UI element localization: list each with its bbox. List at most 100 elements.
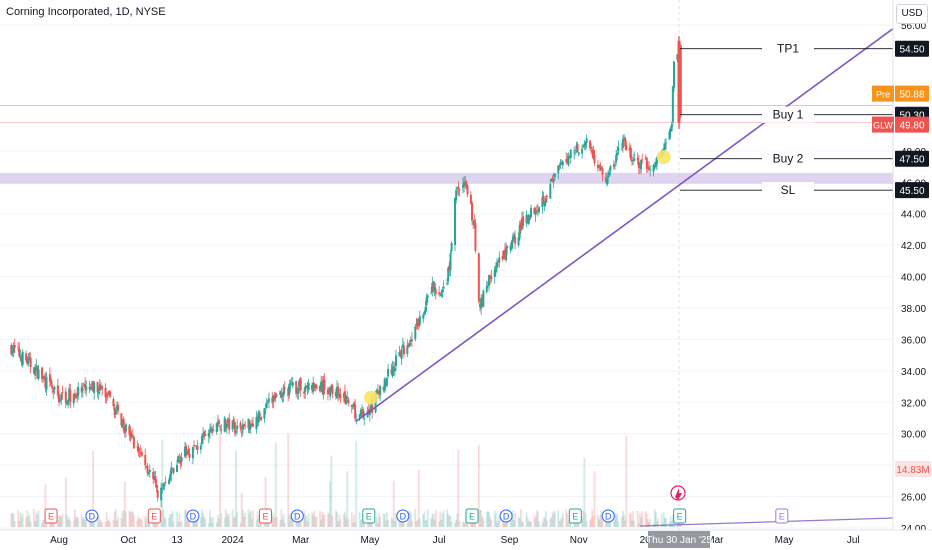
candle[interactable]: [482, 290, 485, 307]
candle[interactable]: [560, 164, 563, 165]
candle[interactable]: [509, 245, 512, 250]
candle[interactable]: [107, 390, 110, 395]
candle[interactable]: [99, 385, 102, 389]
support-zone[interactable]: [0, 172, 893, 184]
candle[interactable]: [392, 366, 395, 370]
candle[interactable]: [225, 424, 228, 428]
candle[interactable]: [40, 367, 43, 379]
candle[interactable]: [53, 386, 56, 390]
candle[interactable]: [415, 323, 418, 326]
candle[interactable]: [215, 423, 218, 433]
candle[interactable]: [374, 396, 377, 413]
candle[interactable]: [637, 161, 640, 168]
candle[interactable]: [387, 368, 390, 377]
candle[interactable]: [295, 381, 298, 394]
candle[interactable]: [573, 151, 576, 153]
candle[interactable]: [511, 236, 514, 243]
candle[interactable]: [345, 396, 348, 405]
candle[interactable]: [424, 307, 427, 313]
candle[interactable]: [191, 447, 194, 459]
candle[interactable]: [502, 250, 505, 259]
candle[interactable]: [457, 186, 460, 189]
candle[interactable]: [283, 387, 286, 389]
candle[interactable]: [233, 421, 236, 433]
candle[interactable]: [52, 390, 55, 392]
candle[interactable]: [360, 410, 363, 413]
candle[interactable]: [195, 446, 198, 448]
candle[interactable]: [625, 145, 628, 150]
candle[interactable]: [10, 344, 13, 355]
candle[interactable]: [153, 478, 156, 481]
candle[interactable]: [212, 430, 215, 432]
candle[interactable]: [45, 376, 48, 390]
candle[interactable]: [136, 446, 139, 448]
candle[interactable]: [187, 449, 190, 455]
candle[interactable]: [417, 321, 420, 327]
candle[interactable]: [113, 408, 116, 416]
candle[interactable]: [279, 390, 282, 396]
candle[interactable]: [257, 411, 260, 423]
candle[interactable]: [433, 287, 436, 291]
candle[interactable]: [109, 391, 112, 398]
candle[interactable]: [131, 434, 134, 436]
candle[interactable]: [536, 210, 539, 212]
candle[interactable]: [519, 222, 522, 230]
candle[interactable]: [160, 487, 163, 501]
candle[interactable]: [196, 445, 199, 450]
candle[interactable]: [258, 413, 261, 416]
candle[interactable]: [18, 348, 21, 357]
candle[interactable]: [465, 181, 468, 187]
candle[interactable]: [98, 384, 101, 391]
candle[interactable]: [671, 86, 674, 123]
candle[interactable]: [61, 392, 64, 393]
candle[interactable]: [318, 386, 321, 392]
candle[interactable]: [296, 391, 299, 394]
candle[interactable]: [544, 197, 547, 203]
candle[interactable]: [219, 426, 222, 428]
candle[interactable]: [232, 418, 235, 423]
candle[interactable]: [128, 425, 131, 435]
drawings-layer[interactable]: TP1 Buy 1 Buy 2 SL: [355, 5, 925, 527]
candle[interactable]: [236, 425, 239, 430]
candle[interactable]: [146, 465, 149, 474]
candle[interactable]: [154, 476, 157, 484]
candle[interactable]: [287, 388, 290, 397]
candle[interactable]: [543, 201, 546, 207]
dividend-badge[interactable]: [290, 509, 304, 523]
candle[interactable]: [620, 149, 623, 151]
candle[interactable]: [19, 356, 22, 358]
candle[interactable]: [220, 429, 223, 430]
candle[interactable]: [130, 435, 133, 438]
candle[interactable]: [645, 157, 648, 169]
candle[interactable]: [584, 142, 587, 145]
candle[interactable]: [466, 185, 469, 195]
candle[interactable]: [112, 399, 115, 407]
candle[interactable]: [147, 472, 150, 475]
candle[interactable]: [581, 148, 584, 154]
candle[interactable]: [228, 418, 231, 430]
candle[interactable]: [391, 366, 394, 376]
candle[interactable]: [44, 377, 47, 388]
candle[interactable]: [169, 474, 172, 480]
candle[interactable]: [677, 40, 681, 123]
candle[interactable]: [259, 417, 262, 421]
candle[interactable]: [598, 166, 601, 168]
candle[interactable]: [11, 350, 14, 353]
candle[interactable]: [281, 395, 284, 397]
candle[interactable]: [65, 401, 68, 405]
candle[interactable]: [668, 131, 671, 140]
candle[interactable]: [272, 395, 275, 403]
candle[interactable]: [565, 159, 568, 162]
candle[interactable]: [29, 358, 32, 368]
candle[interactable]: [559, 162, 562, 165]
candle[interactable]: [362, 409, 365, 418]
candle[interactable]: [615, 154, 618, 163]
candle[interactable]: [132, 436, 135, 449]
candle[interactable]: [653, 165, 656, 167]
candle[interactable]: [670, 124, 673, 131]
earnings-badge[interactable]: [147, 508, 161, 524]
candle[interactable]: [654, 162, 657, 167]
candle[interactable]: [84, 383, 87, 389]
candle[interactable]: [172, 468, 175, 473]
